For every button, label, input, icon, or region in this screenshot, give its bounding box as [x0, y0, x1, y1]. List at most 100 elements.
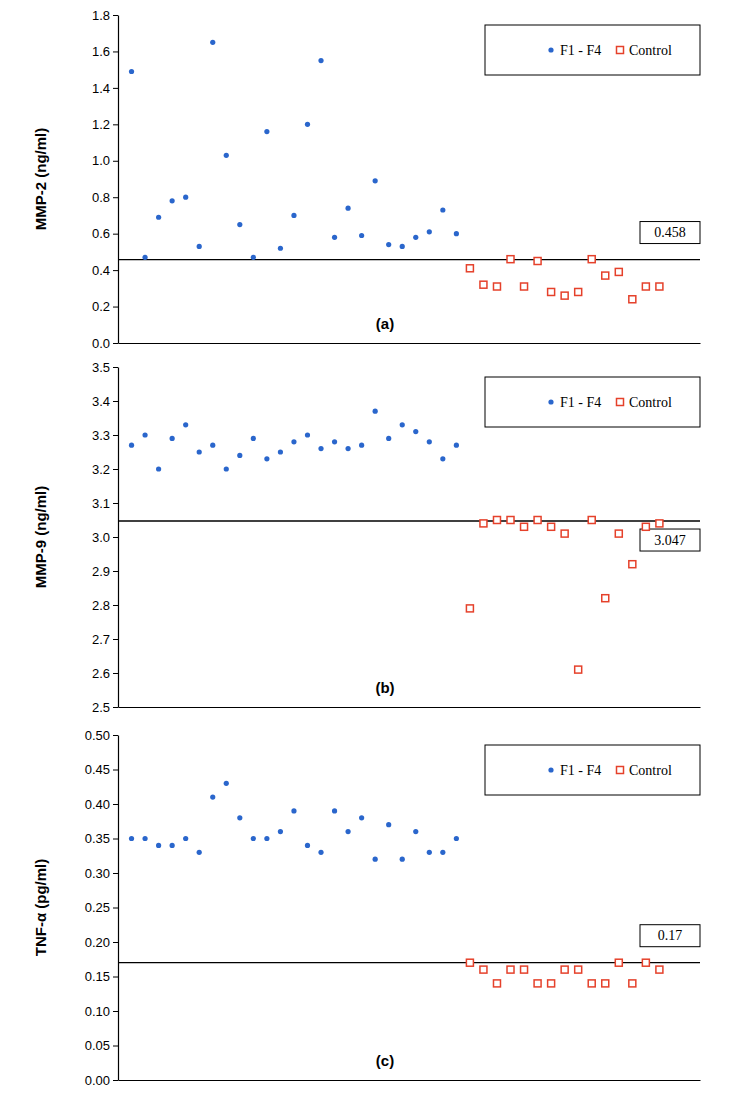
y-tick-mark	[113, 197, 118, 198]
y-tick: 3.3	[92, 428, 118, 443]
y-tick-mark	[113, 770, 118, 771]
point	[629, 296, 636, 303]
legend-marker	[548, 47, 553, 52]
y-tick-label: 0.45	[85, 762, 110, 777]
legend-label: Control	[629, 395, 672, 410]
y-tick: 1.4	[92, 81, 118, 96]
reference-label: 0.17	[658, 928, 683, 943]
point	[602, 980, 609, 987]
y-tick-label: 2.5	[92, 700, 110, 715]
y-tick-mark	[113, 537, 118, 538]
y-tick-label: 0.20	[85, 935, 110, 950]
point	[493, 283, 500, 290]
x-axis-line	[119, 343, 701, 344]
point	[291, 213, 296, 218]
y-tick: 2.6	[92, 666, 118, 681]
point	[373, 409, 378, 414]
y-tick-label: 3.5	[92, 360, 110, 375]
point	[210, 40, 215, 45]
point	[602, 595, 609, 602]
reference-label-box	[640, 925, 700, 947]
point	[521, 283, 528, 290]
point	[466, 959, 473, 966]
point	[561, 292, 568, 299]
legend-label: Control	[629, 43, 672, 58]
point	[656, 966, 663, 973]
x-axis-line	[119, 707, 701, 708]
legend-marker	[548, 399, 553, 404]
point	[413, 235, 418, 240]
legend-item: Control	[617, 43, 672, 58]
point	[642, 283, 649, 290]
y-tick-label: 2.7	[92, 632, 110, 647]
point	[197, 244, 202, 249]
y-tick-mark	[113, 401, 118, 402]
points	[129, 40, 663, 303]
point	[224, 153, 229, 158]
y-tick: 0.30	[85, 866, 118, 881]
y-tick-mark	[113, 571, 118, 572]
y-tick: 0.00	[85, 1073, 118, 1088]
legend-item: Control	[617, 395, 672, 410]
point	[427, 850, 432, 855]
legend-label: F1 - F4	[560, 43, 601, 58]
point	[642, 959, 649, 966]
y-tick: 1.0	[92, 153, 118, 168]
y-tick: 2.8	[92, 598, 118, 613]
y-tick-label: 0.00	[85, 1073, 110, 1088]
y-tick: 1.8	[92, 8, 118, 23]
point	[142, 836, 147, 841]
point	[493, 517, 500, 524]
reference-line	[118, 520, 700, 521]
panel: 0.00.20.40.60.81.01.21.41.61.8MMP-2 (ng/…	[32, 8, 701, 351]
y-axis: 2.52.62.72.82.93.03.13.23.33.43.5	[92, 360, 119, 715]
point	[440, 456, 445, 461]
point	[386, 436, 391, 441]
y-tick: 3.1	[92, 496, 118, 511]
y-tick: 0.15	[85, 969, 118, 984]
y-tick: 0.4	[92, 263, 118, 278]
point	[183, 195, 188, 200]
y-tick-label: 0.6	[92, 226, 110, 241]
y-tick-mark	[113, 839, 118, 840]
y-tick: 0.10	[85, 1004, 118, 1019]
point	[197, 449, 202, 454]
point	[561, 530, 568, 537]
point	[251, 436, 256, 441]
point	[332, 808, 337, 813]
legend-marker	[617, 767, 624, 774]
legend-label: F1 - F4	[560, 763, 601, 778]
point	[129, 836, 134, 841]
point	[278, 246, 283, 251]
y-tick: 0.20	[85, 935, 118, 950]
point	[237, 222, 242, 227]
reference-label: 0.458	[654, 225, 686, 240]
panel: 0.000.050.100.150.200.250.300.350.400.45…	[32, 728, 701, 1088]
y-tick: 2.5	[92, 700, 118, 715]
y-tick-mark	[113, 51, 118, 52]
y-tick: 2.9	[92, 564, 118, 579]
point	[454, 443, 459, 448]
y-tick-mark	[113, 1080, 118, 1081]
point	[454, 836, 459, 841]
point	[588, 256, 595, 263]
point	[615, 959, 622, 966]
point	[588, 980, 595, 987]
legend: F1 - F4Control	[485, 377, 700, 427]
y-tick-label: 0.8	[92, 190, 110, 205]
reference-label-box	[640, 222, 700, 244]
point	[318, 446, 323, 451]
point	[656, 520, 663, 527]
point	[332, 235, 337, 240]
point	[629, 980, 636, 987]
point	[345, 206, 350, 211]
y-tick-mark	[113, 1046, 118, 1047]
point	[400, 857, 405, 862]
point	[345, 829, 350, 834]
y-tick-label: 0.4	[92, 263, 110, 278]
point	[359, 443, 364, 448]
point	[466, 265, 473, 272]
point	[629, 561, 636, 568]
point	[507, 256, 514, 263]
y-tick-label: 0.25	[85, 900, 110, 915]
